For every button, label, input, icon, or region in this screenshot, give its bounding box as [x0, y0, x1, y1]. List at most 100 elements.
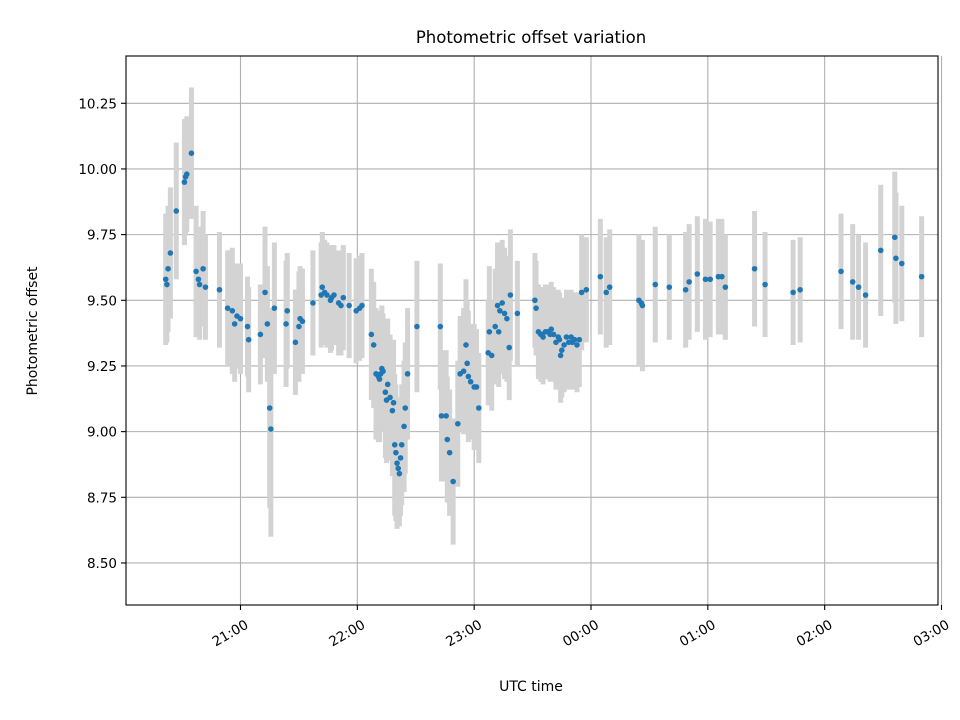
x-tick-label: 02:00: [794, 617, 836, 650]
y-tick-label: 9.50: [87, 293, 117, 309]
data-point: [444, 436, 451, 443]
data-point: [229, 307, 236, 314]
data-point: [195, 276, 202, 283]
data-point: [719, 273, 725, 280]
data-point: [862, 292, 869, 298]
x-tick-label: 00:00: [560, 617, 602, 650]
error-bars: [163, 87, 925, 545]
data-point: [838, 268, 844, 275]
data-point: [497, 307, 503, 314]
data-point: [455, 420, 461, 427]
data-point: [299, 318, 306, 325]
data-point: [264, 321, 271, 327]
data-point: [283, 321, 289, 327]
data-point: [639, 302, 646, 309]
data-point: [540, 334, 546, 340]
data-point: [686, 279, 692, 285]
data-point: [893, 255, 899, 262]
data-point: [682, 286, 689, 293]
data-point: [506, 344, 513, 351]
data-point: [384, 381, 391, 388]
y-tick-label: 9.00: [87, 425, 117, 441]
data-point: [331, 292, 337, 298]
data-point: [324, 292, 330, 298]
data-point: [492, 323, 498, 330]
y-tick-label: 10.25: [78, 96, 117, 112]
data-point: [751, 265, 758, 272]
data-point: [387, 394, 393, 401]
data-point: [790, 289, 796, 296]
data-point: [606, 284, 613, 290]
data-point: [467, 378, 474, 385]
data-point: [437, 323, 444, 330]
y-tick-label: 9.25: [87, 359, 117, 375]
data-point: [394, 460, 400, 466]
data-point: [296, 323, 302, 330]
data-point: [918, 273, 925, 280]
data-point: [401, 423, 407, 430]
data-point: [443, 413, 449, 419]
data-point: [181, 179, 188, 185]
data-point: [877, 247, 884, 254]
data-point: [165, 265, 171, 272]
data-point: [338, 302, 344, 309]
data-point: [231, 321, 238, 327]
data-point: [532, 297, 538, 304]
data-point: [396, 470, 403, 477]
data-point: [446, 449, 453, 456]
data-point: [504, 315, 510, 322]
x-tick-label: 03:00: [911, 617, 953, 650]
data-point: [284, 307, 291, 314]
data-point: [319, 284, 326, 290]
data-point: [463, 342, 469, 348]
data-point: [271, 305, 278, 311]
data-point: [376, 376, 383, 382]
data-point: [556, 336, 563, 343]
data-point: [266, 405, 273, 411]
data-point: [571, 336, 578, 343]
data-point: [578, 289, 585, 296]
data-point: [193, 268, 199, 275]
data-point: [722, 284, 729, 290]
data-point: [707, 276, 713, 283]
data-point: [389, 407, 396, 414]
data-point: [476, 405, 482, 411]
data-point: [370, 342, 377, 348]
data-point: [310, 300, 316, 306]
data-point: [183, 171, 190, 178]
data-point: [597, 273, 604, 280]
data-point: [398, 441, 405, 448]
data-point: [548, 326, 555, 332]
data-point: [797, 286, 803, 293]
data-point: [173, 208, 180, 214]
data-point: [393, 449, 399, 456]
data-point: [164, 281, 170, 288]
data-points: [162, 150, 925, 485]
data-point: [368, 331, 375, 338]
data-point: [898, 260, 905, 267]
y-axis-ticks: 8.50 8.75 9.00 9.25 9.50 9.75 10.00 10.25: [78, 96, 126, 572]
data-point: [268, 426, 274, 432]
data-point: [402, 405, 409, 411]
y-tick-label: 9.75: [87, 228, 117, 244]
data-point: [666, 284, 673, 290]
y-tick-label: 10.00: [78, 162, 117, 178]
data-point: [603, 289, 609, 296]
data-point: [762, 281, 768, 288]
data-point: [257, 331, 264, 338]
data-point: [465, 373, 472, 380]
data-point: [499, 300, 506, 306]
data-point: [563, 334, 570, 340]
data-point: [292, 339, 299, 346]
data-point: [196, 281, 203, 288]
data-point: [188, 150, 195, 156]
data-point: [216, 286, 223, 293]
data-point: [473, 384, 480, 390]
data-point: [224, 305, 231, 311]
data-point: [380, 368, 386, 375]
data-point: [494, 302, 501, 309]
y-axis-label: Photometric offset: [25, 266, 41, 396]
data-point: [262, 289, 268, 296]
x-tick-label: 21:00: [210, 617, 252, 650]
